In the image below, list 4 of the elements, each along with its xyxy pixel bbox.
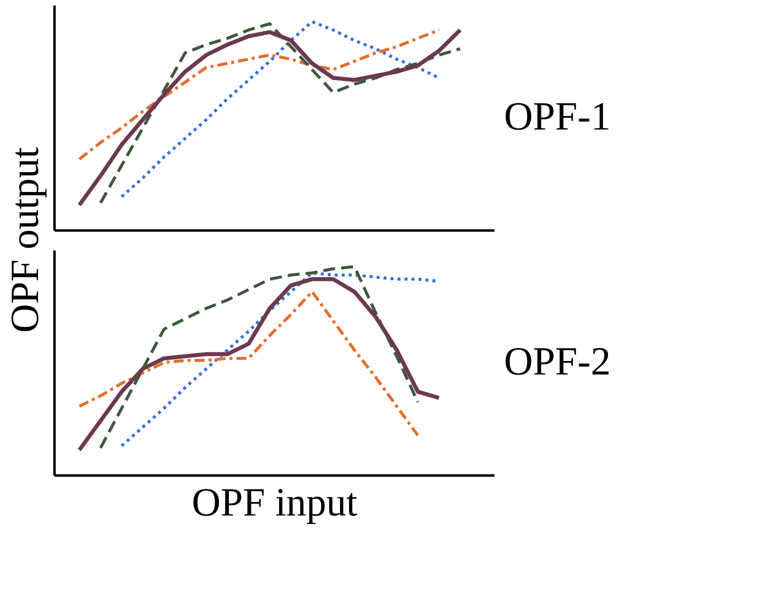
x-axis-title: OPF input bbox=[192, 480, 358, 524]
text: OPF-1 bbox=[504, 94, 611, 138]
text: OPF-2 bbox=[504, 338, 611, 384]
y-axis-title: OPF output bbox=[2, 147, 47, 333]
